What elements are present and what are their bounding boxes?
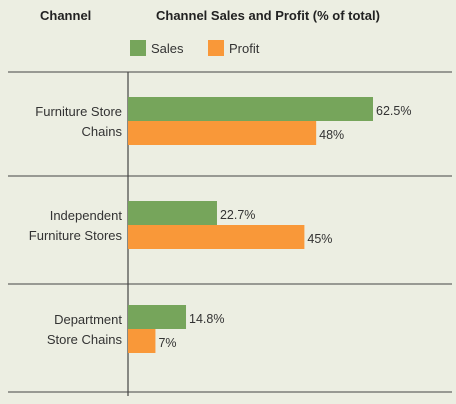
bar-profit [128, 225, 305, 249]
chart-title: Channel Sales and Profit (% of total) [156, 8, 380, 23]
category-label: Furniture Store [35, 104, 122, 119]
legend-label-profit: Profit [229, 41, 260, 56]
value-label-profit: 45% [307, 232, 332, 246]
channel-column-header: Channel [40, 8, 91, 23]
bar-sales [128, 97, 373, 121]
value-label-sales: 22.7% [220, 208, 255, 222]
bar-sales [128, 305, 187, 329]
bars [128, 97, 373, 353]
category-label: Store Chains [47, 332, 123, 347]
legend-label-sales: Sales [151, 41, 184, 56]
bar-profit [128, 121, 317, 145]
category-label: Department [54, 312, 122, 327]
legend-swatch-profit [208, 40, 224, 56]
category-label: Chains [82, 124, 123, 139]
bar-profit [128, 329, 156, 353]
value-label-profit: 7% [158, 336, 176, 350]
value-label-profit: 48% [319, 128, 344, 142]
value-labels: 62.5% 22.7% 14.8% 48% 45% 7% [158, 104, 411, 350]
legend: Sales Profit [130, 40, 260, 56]
category-label: Independent [50, 208, 123, 223]
bar-sales [128, 201, 217, 225]
legend-swatch-sales [130, 40, 146, 56]
value-label-sales: 62.5% [376, 104, 411, 118]
category-labels: Furniture Store Chains Independent Furnitur… [29, 104, 123, 347]
category-label: Furniture Stores [29, 228, 123, 243]
value-label-sales: 14.8% [189, 312, 224, 326]
